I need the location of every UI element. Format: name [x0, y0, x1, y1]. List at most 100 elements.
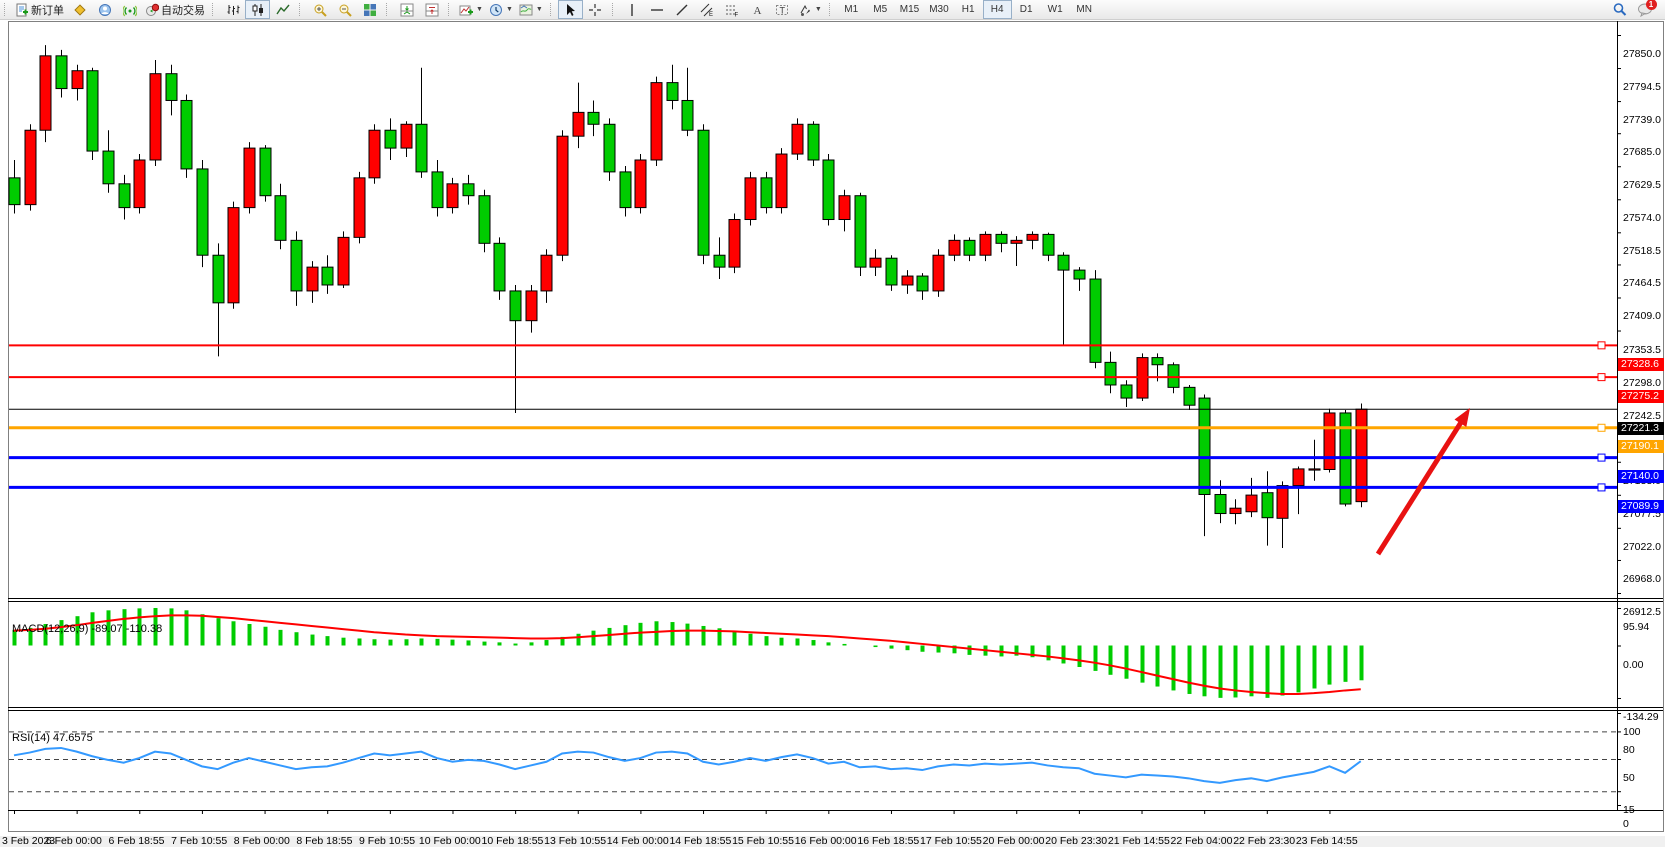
new-order-button[interactable]: 新订单 — [12, 0, 67, 19]
candle-body — [948, 239, 961, 256]
candle-body — [1261, 492, 1274, 519]
time-axis-label: 10 Feb 18:55 — [481, 835, 544, 847]
candle-body — [603, 123, 616, 173]
time-axis-label: 6 Feb 00:00 — [45, 835, 102, 847]
candle-body — [869, 257, 882, 268]
candle-body — [196, 168, 209, 256]
template-button[interactable]: ▼ — [516, 0, 546, 19]
candle-body — [1167, 364, 1180, 388]
timeframe-label: M1 — [844, 4, 859, 15]
notifications-button[interactable]: 1 — [1632, 0, 1657, 19]
candle-body — [368, 129, 381, 179]
candle-body — [838, 195, 851, 221]
auto-trading-button[interactable]: 自动交易 — [142, 0, 208, 19]
price-line-handle — [1597, 373, 1606, 382]
bar-chart-button[interactable] — [220, 0, 245, 19]
timeframe-label: H1 — [961, 4, 975, 15]
chat-balloon-icon: 1 — [1637, 0, 1657, 17]
text-button[interactable]: A — [745, 0, 770, 19]
timeframe-m5-button[interactable]: M5 — [866, 0, 895, 19]
fibonacci-button[interactable]: F — [720, 0, 745, 19]
candle-body — [462, 183, 475, 197]
price-line-handle — [1597, 423, 1606, 432]
time-axis-label: 8 Feb 18:55 — [296, 835, 353, 847]
candle-body — [212, 254, 225, 304]
time-axis-label: 17 Feb 10:55 — [920, 835, 982, 847]
timeframe-label: H4 — [990, 4, 1004, 15]
candle-body — [337, 236, 350, 286]
crosshair-button[interactable] — [583, 0, 608, 19]
timeframe-w1-button[interactable]: W1 — [1041, 0, 1070, 19]
candle-body — [650, 82, 663, 161]
vertical-line-button[interactable] — [620, 0, 645, 19]
svg-text:T: T — [780, 5, 786, 15]
candle-body — [274, 195, 287, 241]
text-label-button[interactable]: T — [770, 0, 795, 19]
candle-body — [916, 275, 929, 292]
chart-canvas[interactable] — [0, 19, 1665, 836]
toolbar-grip — [448, 3, 453, 16]
signal-waves-icon — [122, 3, 137, 17]
new-indicator-window-button[interactable] — [394, 0, 419, 19]
candlestick-series — [8, 45, 1368, 549]
candle-body — [1245, 494, 1258, 513]
timeframe-m15-button[interactable]: M15 — [895, 0, 924, 19]
candle-body — [556, 135, 569, 256]
dropdown-caret-icon: ▼ — [535, 6, 543, 13]
candle-body — [681, 99, 694, 131]
time-axis-label: 13 Feb 10:55 — [544, 835, 607, 847]
timeframe-label: W1 — [1047, 4, 1063, 15]
trendline-button[interactable] — [670, 0, 695, 19]
timeframe-h4-button[interactable]: H4 — [982, 0, 1012, 19]
candlestick-chart-button[interactable] — [245, 0, 270, 19]
candle-body — [384, 129, 397, 149]
arrows-shapes-icon — [798, 3, 812, 17]
tile-windows-button[interactable] — [357, 0, 382, 19]
line-chart-button[interactable] — [270, 0, 295, 19]
equidistant-channel-button[interactable]: E — [695, 0, 720, 19]
price-line-handle — [1597, 453, 1606, 462]
candle-body — [415, 123, 428, 173]
zoom-in-icon — [313, 3, 327, 17]
auto-trading-label: 自动交易 — [161, 4, 205, 17]
zoom-out-button[interactable] — [332, 0, 357, 19]
trend-arrow-head[interactable] — [1454, 408, 1470, 427]
new-order-label: 新订单 — [31, 4, 64, 17]
chart-window[interactable]: 27850.0 27794.5 27739.0 27685.0 27629.5 27574… — [0, 19, 1665, 847]
candle-body — [353, 177, 366, 238]
clock-icon — [489, 3, 503, 17]
indicator-window-up-button[interactable] — [419, 0, 444, 19]
candle-body — [1214, 493, 1227, 515]
toolbar-grip — [4, 3, 9, 16]
candle-body — [86, 70, 99, 152]
zoom-in-button[interactable] — [307, 0, 332, 19]
arrows-button[interactable]: ▼ — [795, 0, 825, 19]
search-button[interactable] — [1607, 0, 1632, 19]
timeframe-h1-button[interactable]: H1 — [954, 0, 983, 19]
timeframe-mn-button[interactable]: MN — [1070, 0, 1099, 19]
data-window-button[interactable] — [92, 0, 117, 19]
candle-body — [995, 233, 1008, 244]
signals-button[interactable] — [117, 0, 142, 19]
indicator-window-icon — [400, 3, 414, 17]
timeframe-d1-button[interactable]: D1 — [1012, 0, 1041, 19]
timeframe-m1-button[interactable]: M1 — [837, 0, 866, 19]
add-indicator-icon — [459, 3, 473, 17]
time-axis-label: 8 Feb 00:00 — [233, 835, 290, 847]
cursor-button[interactable] — [557, 0, 583, 19]
search-icon — [1612, 2, 1627, 17]
text-label-icon: T — [775, 3, 789, 17]
timeframe-m30-button[interactable]: M30 — [924, 0, 953, 19]
timeframe-label: M15 — [899, 4, 920, 15]
cursor-arrow-icon — [563, 3, 577, 17]
time-axis-label: 9 Feb 10:55 — [359, 835, 416, 847]
add-indicator-button[interactable]: ▼ — [456, 0, 486, 19]
time-axis-label: 14 Feb 00:00 — [606, 835, 669, 847]
period-button[interactable]: ▼ — [486, 0, 516, 19]
candle-body — [744, 177, 757, 221]
candle-body — [1229, 507, 1242, 515]
horizontal-line-icon — [650, 3, 664, 17]
market-watch-button[interactable] — [67, 0, 92, 19]
time-axis-label: 15 Feb 10:55 — [732, 835, 794, 847]
horizontal-line-button[interactable] — [645, 0, 670, 19]
